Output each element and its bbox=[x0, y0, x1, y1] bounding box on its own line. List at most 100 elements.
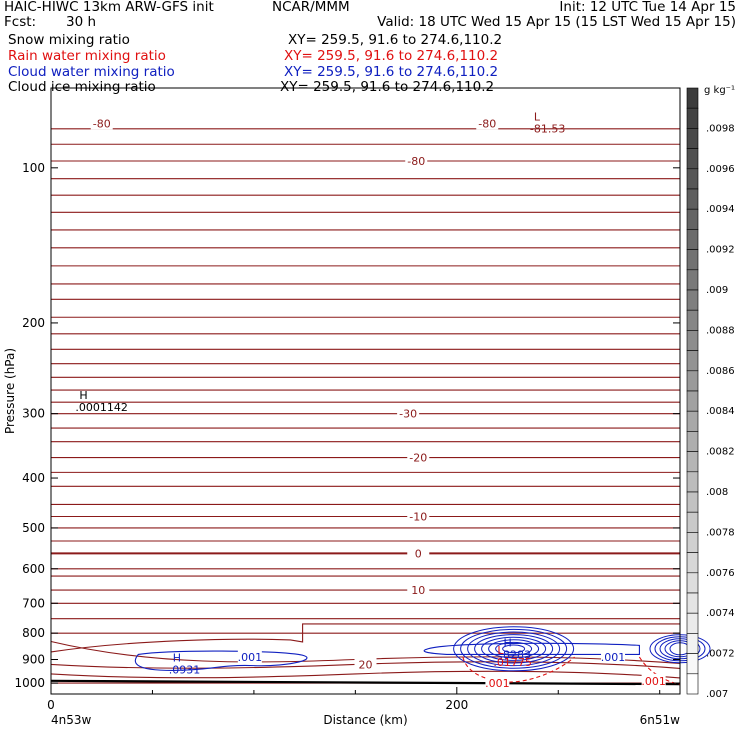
cloud-water-contour bbox=[502, 644, 526, 654]
colorbar-box bbox=[686, 451, 699, 473]
isotherm-label: -80 bbox=[478, 117, 496, 130]
extremum-symbol: L bbox=[497, 644, 504, 657]
model-title: HAIC-HIWC 13km ARW-GFS init bbox=[4, 0, 214, 15]
extremum-value: .0001142 bbox=[75, 401, 128, 414]
y-tick-label: 900 bbox=[22, 653, 45, 667]
legend-snow-xy: XY= 259.5, 91.6 to 274.6,110.2 bbox=[288, 32, 503, 48]
isotherm-label-bg bbox=[407, 450, 430, 464]
x-end-label: 6n51w bbox=[640, 713, 681, 727]
colorbar-label: .0074 bbox=[706, 608, 735, 619]
isotherm-label: -80 bbox=[407, 155, 425, 168]
legend-snow: Snow mixing ratio bbox=[8, 32, 130, 48]
colorbar-box bbox=[686, 673, 699, 695]
colorbar-label: .009 bbox=[706, 285, 728, 296]
colorbar-box bbox=[686, 208, 699, 230]
colorbar-box bbox=[686, 633, 699, 654]
extremum-value: .8283 bbox=[499, 648, 531, 661]
cloud-water-contour bbox=[495, 641, 533, 656]
y-tick-label: 1000 bbox=[14, 676, 45, 690]
cloud-water-contour bbox=[488, 639, 540, 659]
isotherm-line bbox=[50, 623, 680, 653]
extremum-value: .01775 bbox=[493, 656, 532, 669]
isotherm-line bbox=[50, 670, 681, 679]
init-time: Init: 12 UTC Tue 14 Apr 15 bbox=[559, 0, 736, 15]
isotherm-label: -80 bbox=[93, 117, 111, 130]
colorbar-box bbox=[686, 471, 699, 493]
y-tick-label: 100 bbox=[22, 161, 45, 175]
colorbar-box bbox=[686, 87, 699, 109]
rain-water-contour bbox=[462, 656, 575, 683]
legend-cloud-ice-xy: XY= 259.5, 91.6 to 274.6,110.2 bbox=[280, 79, 495, 95]
contour-label-bg bbox=[641, 673, 666, 687]
cloud-water-contour bbox=[481, 636, 547, 661]
colorbar-label: .008 bbox=[706, 487, 728, 498]
colorbar-box bbox=[686, 511, 699, 533]
surface-line bbox=[50, 679, 681, 686]
colorbar-box bbox=[686, 431, 699, 452]
colorbar-box bbox=[686, 229, 699, 250]
colorbar-label: .0072 bbox=[706, 649, 735, 660]
extremum-symbol: H bbox=[79, 389, 87, 402]
colorbar-label: .0078 bbox=[706, 527, 735, 538]
colorbar-box bbox=[686, 128, 699, 149]
isotherm-label-bg bbox=[407, 583, 430, 597]
y-tick-label: 600 bbox=[22, 562, 45, 576]
colorbar-box bbox=[686, 269, 699, 291]
contour-label: .001 bbox=[485, 677, 510, 690]
colorbar-box bbox=[686, 572, 699, 594]
colorbar-label: .0082 bbox=[706, 447, 735, 458]
x-tick-label: 200 bbox=[445, 698, 468, 712]
colorbar-label: .0098 bbox=[706, 123, 735, 134]
colorbar-box bbox=[686, 107, 699, 129]
forecast-label: Fcst: bbox=[4, 14, 37, 30]
colorbar-box bbox=[686, 249, 699, 271]
valid-time: Valid: 18 UTC Wed 15 Apr 15 (15 LST Wed … bbox=[377, 14, 736, 30]
y-tick-label: 500 bbox=[22, 521, 45, 535]
legend-cloud-ice: Cloud ice mixing ratio bbox=[8, 79, 156, 95]
colorbar-box bbox=[686, 390, 699, 412]
colorbar-label: .0084 bbox=[706, 406, 735, 417]
colorbar-box bbox=[686, 188, 699, 210]
isotherm-label-bg bbox=[354, 657, 377, 671]
cloud-water-contour bbox=[460, 628, 568, 669]
forecast-hours: 30 h bbox=[66, 14, 97, 30]
legend-rain: Rain water mixing ratio bbox=[8, 48, 166, 64]
center-label: NCAR/MMM bbox=[272, 0, 350, 15]
contour-label: .001 bbox=[601, 651, 626, 664]
isotherm-label-bg bbox=[405, 153, 428, 167]
colorbar-label: .007 bbox=[706, 689, 728, 700]
colorbar-box bbox=[686, 592, 699, 614]
colorbar-box bbox=[686, 148, 699, 170]
colorbar-label: .0088 bbox=[706, 325, 735, 336]
cloud-water-contour bbox=[467, 631, 561, 667]
colorbar-label: .0076 bbox=[706, 568, 735, 579]
colorbar-box bbox=[686, 552, 699, 574]
contour-label: .001 bbox=[641, 675, 666, 688]
x-tick-label: 0 bbox=[47, 698, 55, 712]
legend-cloud-water: Cloud water mixing ratio bbox=[8, 64, 175, 80]
contour-label-bg bbox=[485, 676, 510, 690]
isotherm-label: -30 bbox=[399, 408, 417, 421]
cloud-water-contour bbox=[134, 650, 308, 671]
legend-cloud-water-xy: XY= 259.5, 91.6 to 274.6,110.2 bbox=[284, 64, 499, 80]
colorbar-box bbox=[686, 168, 699, 190]
isotherm-label-bg bbox=[476, 116, 499, 130]
x-start-label: 4n53w bbox=[51, 713, 92, 727]
legend-rain-xy: XY= 259.5, 91.6 to 274.6,110.2 bbox=[284, 48, 499, 64]
colorbar-label: .0094 bbox=[706, 204, 735, 215]
contour-label: .001 bbox=[238, 651, 263, 664]
isotherm-label: -10 bbox=[409, 510, 427, 523]
contour-label-bg bbox=[237, 650, 262, 664]
x-axis-label: Distance (km) bbox=[323, 713, 407, 727]
colorbar-box bbox=[686, 309, 699, 331]
colorbar-box bbox=[686, 612, 699, 634]
isotherm-label: 10 bbox=[411, 584, 425, 597]
isotherm-label-bg bbox=[397, 406, 420, 420]
extremum-symbol: L bbox=[534, 110, 541, 123]
cloud-water-contour bbox=[474, 634, 554, 664]
y-tick-label: 300 bbox=[22, 407, 45, 421]
isotherm-label-bg bbox=[407, 509, 430, 523]
contour-label-bg bbox=[601, 650, 626, 664]
colorbar-label: .0096 bbox=[706, 164, 735, 175]
extremum-value: -81.53 bbox=[530, 122, 565, 135]
